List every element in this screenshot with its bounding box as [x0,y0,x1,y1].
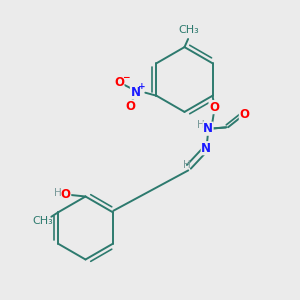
Text: CH₃: CH₃ [32,216,53,226]
Text: N: N [130,85,140,99]
Text: O: O [209,100,219,114]
Text: −: − [122,74,129,82]
Text: N: N [201,142,211,155]
Text: H: H [184,160,191,170]
Text: O: O [239,107,249,121]
Text: H: H [197,120,205,130]
Text: +: + [138,82,146,91]
Text: O: O [114,76,124,89]
Text: H: H [54,188,61,198]
Text: N: N [203,122,213,135]
Text: O: O [61,188,71,202]
Text: O: O [125,100,135,113]
Text: CH₃: CH₃ [178,25,199,35]
